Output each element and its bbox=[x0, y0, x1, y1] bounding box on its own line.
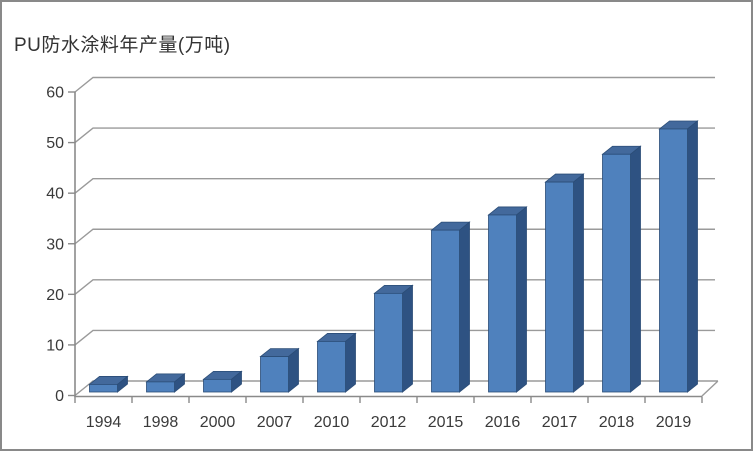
bar-1998 bbox=[146, 381, 175, 393]
bar-2017 bbox=[545, 181, 574, 393]
bar-side-2012 bbox=[402, 284, 413, 393]
x-tick-label: 1998 bbox=[143, 414, 179, 431]
bar-2010 bbox=[317, 341, 346, 393]
bar-side-2019 bbox=[687, 120, 698, 393]
y-tick-label: 0 bbox=[55, 388, 64, 405]
bar-side-2018 bbox=[630, 145, 641, 393]
x-tick-label: 2016 bbox=[485, 414, 521, 431]
bar-2019 bbox=[659, 128, 688, 393]
bar-2012 bbox=[374, 292, 403, 393]
y-tick-label: 30 bbox=[46, 236, 64, 253]
bar-2007 bbox=[260, 356, 289, 393]
bar-side-2010 bbox=[345, 332, 356, 393]
x-tick-label: 2010 bbox=[314, 414, 350, 431]
bar-side-2016 bbox=[516, 206, 527, 393]
x-tick-label: 2018 bbox=[599, 414, 635, 431]
x-tick-label: 1994 bbox=[86, 414, 122, 431]
bar-2000 bbox=[203, 378, 232, 393]
x-tick-label: 2007 bbox=[257, 414, 293, 431]
gridline-60 bbox=[74, 76, 715, 93]
bar-side-2007 bbox=[288, 347, 299, 393]
bar-side-2017 bbox=[573, 173, 584, 393]
bar-2016 bbox=[488, 214, 517, 393]
x-tick-label: 2012 bbox=[371, 414, 407, 431]
bar-2015 bbox=[431, 229, 460, 393]
y-tick-label: 60 bbox=[46, 85, 64, 102]
x-tick-label: 2019 bbox=[656, 414, 692, 431]
y-tick-label: 10 bbox=[46, 337, 64, 354]
x-tick-label: 2015 bbox=[428, 414, 464, 431]
y-tick-label: 40 bbox=[46, 186, 64, 203]
x-tick-label: 2000 bbox=[200, 414, 236, 431]
y-tick-label: 50 bbox=[46, 135, 64, 152]
x-tick-label: 2017 bbox=[542, 414, 578, 431]
bar-side-2015 bbox=[459, 221, 470, 393]
y-tick-label: 20 bbox=[46, 287, 64, 304]
gridline-50 bbox=[74, 127, 715, 144]
bar-1994 bbox=[89, 384, 118, 393]
bar-2018 bbox=[602, 153, 631, 393]
chart-title: PU防水涂料年产量(万吨) bbox=[14, 35, 231, 56]
gridline-40 bbox=[74, 177, 715, 194]
